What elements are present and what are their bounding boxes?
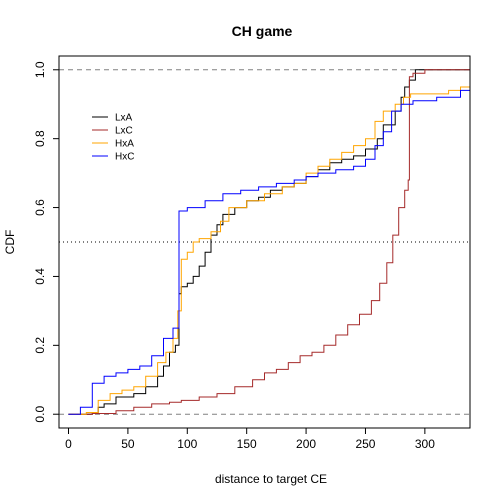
x-tick-label-300: 300: [415, 437, 435, 451]
legend-label-hxc: HxC: [115, 152, 134, 163]
legend-label-hxa: HxA: [115, 139, 134, 150]
plot-area: 0 50 100 150 200 250 300 0.0 0.2 0.4 0.6 0.8 1.0: [33, 55, 471, 451]
y-tick-label-5: 1.0: [33, 61, 47, 78]
x-tick-label-100: 100: [177, 437, 197, 451]
series-line-lxc: [68, 69, 470, 415]
y-tick-label-0: 0.0: [33, 406, 47, 423]
legend: LxA LxC HxA HxC: [92, 113, 134, 163]
chart-title: CH game: [232, 23, 293, 39]
series-line-hxc: [68, 89, 470, 415]
legend-label-lxa: LxA: [115, 113, 133, 124]
x-tick-label-150: 150: [237, 437, 257, 451]
y-tick-label-3: 0.6: [33, 199, 47, 216]
x-tick-label-200: 200: [296, 437, 316, 451]
x-tick-label-0: 0: [65, 437, 72, 451]
y-tick-label-2: 0.4: [33, 268, 47, 285]
legend-label-lxc: LxC: [115, 126, 133, 137]
plot-frame: [58, 55, 471, 429]
x-tick-label-50: 50: [121, 437, 135, 451]
x-axis-label: distance to target CE: [215, 472, 327, 486]
series-line-hxa: [68, 86, 470, 415]
x-tick-label-250: 250: [355, 437, 375, 451]
y-tick-label-1: 0.2: [33, 337, 47, 354]
y-axis-label: CDF: [3, 230, 17, 255]
y-tick-label-4: 0.8: [33, 130, 47, 147]
